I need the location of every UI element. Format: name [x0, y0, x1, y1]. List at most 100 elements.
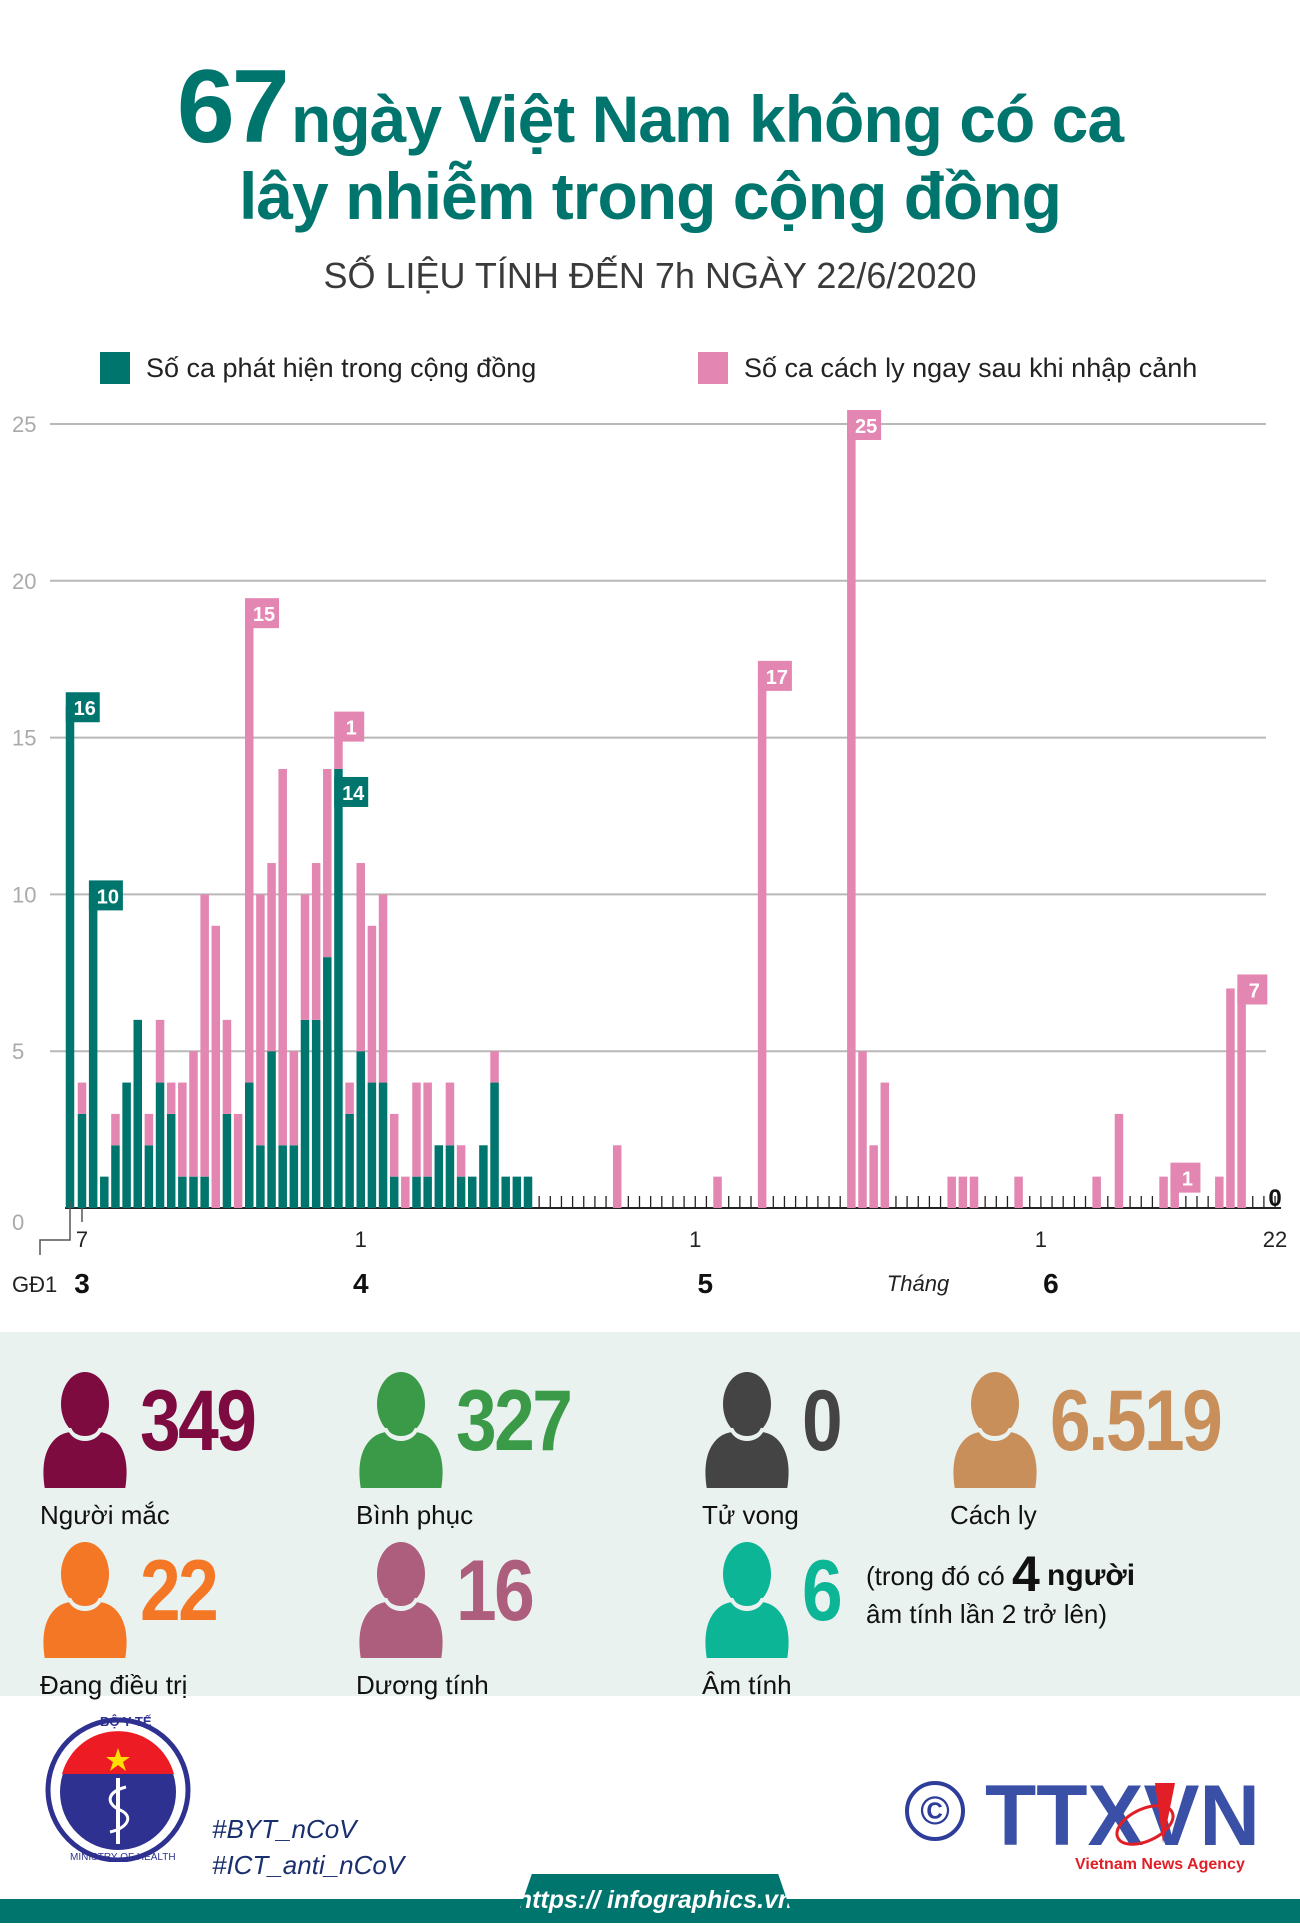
bar-community — [166, 1113, 176, 1208]
note-prefix: (trong đó có — [866, 1561, 1005, 1591]
person-icon — [40, 1542, 130, 1662]
x-month-label: 3 — [74, 1268, 90, 1299]
bar-quarantine — [222, 1019, 232, 1114]
bar-quarantine — [713, 1176, 722, 1208]
negative-note: (trong đó có 4 người âm tính lần 2 trở l… — [866, 1549, 1135, 1633]
bar-quarantine — [757, 674, 767, 1208]
bar-community — [189, 1176, 198, 1208]
bar-quarantine — [77, 1082, 87, 1114]
bar-community — [490, 1082, 499, 1208]
bar-quarantine — [1237, 988, 1246, 1208]
page-title-line1: 67 ngày Việt Nam không có ca — [0, 48, 1300, 167]
bar-quarantine — [969, 1176, 979, 1208]
bar-community — [111, 1145, 120, 1208]
bar-community — [412, 1176, 421, 1208]
x-month-label: 6 — [1043, 1268, 1059, 1299]
legend-community: Số ca phát hiện trong cộng đồng — [100, 352, 536, 384]
bar-phase1 — [65, 706, 75, 1208]
stat-label: Tử vong — [702, 1500, 799, 1530]
y-tick-label: 15 — [12, 726, 36, 751]
y-tick-label: 20 — [12, 569, 36, 594]
x-axis-title: Tháng — [887, 1271, 950, 1296]
bar-quarantine — [490, 1051, 499, 1083]
bar-quarantine — [289, 1051, 299, 1146]
bar-community — [88, 894, 98, 1208]
bar-quarantine — [166, 1082, 176, 1114]
bar-quarantine — [401, 1176, 410, 1208]
bar-community — [311, 1019, 321, 1208]
stat-label: Dương tính — [356, 1670, 489, 1700]
bar-community — [389, 1176, 399, 1208]
bar-community — [222, 1113, 232, 1208]
value-label: 7 — [1249, 980, 1260, 1002]
y-tick-label: 0 — [12, 1210, 24, 1235]
bar-quarantine — [1226, 988, 1235, 1208]
value-label: 15 — [253, 604, 275, 626]
bar-quarantine — [389, 1113, 399, 1177]
bar-community — [334, 768, 343, 1208]
bar-quarantine — [378, 894, 388, 1083]
bar-quarantine — [356, 863, 365, 1052]
title-number: 67 — [176, 49, 290, 165]
value-label: 25 — [855, 416, 877, 438]
bar-quarantine — [1014, 1176, 1023, 1208]
bar-community — [100, 1176, 109, 1208]
bar-quarantine — [323, 768, 332, 958]
bar-quarantine — [367, 925, 377, 1083]
bar-community — [323, 957, 332, 1208]
bar-community — [245, 1082, 254, 1208]
bar-community — [133, 1019, 142, 1208]
bar-quarantine — [958, 1176, 968, 1208]
legend-quarantine: Số ca cách ly ngay sau khi nhập cảnh — [698, 352, 1197, 384]
x-day-label: 1 — [355, 1227, 367, 1252]
bar-quarantine — [300, 894, 310, 1020]
value-label: 14 — [342, 783, 365, 805]
bar-quarantine — [278, 768, 287, 1146]
person-icon — [356, 1372, 446, 1492]
stat-label: Người mắc — [40, 1500, 170, 1530]
legend-label-community: Số ca phát hiện trong cộng đồng — [146, 352, 537, 383]
legend-label-quarantine: Số ca cách ly ngay sau khi nhập cảnh — [744, 352, 1198, 383]
stat-label: Âm tính — [702, 1670, 792, 1700]
value-label-box — [245, 598, 279, 629]
svg-text:MINISTRY OF HEALTH: MINISTRY OF HEALTH — [70, 1852, 176, 1862]
bar-quarantine — [445, 1082, 455, 1146]
value-label-box — [334, 776, 369, 807]
title-text: ngày Việt Nam không có ca — [291, 82, 1124, 156]
value-label: 16 — [74, 698, 96, 720]
bar-quarantine — [1114, 1113, 1124, 1208]
bar-community — [479, 1145, 488, 1208]
bar-community — [300, 1019, 310, 1208]
bar-quarantine — [456, 1145, 466, 1177]
x-day-label: 1 — [689, 1227, 701, 1252]
bar-quarantine — [1215, 1176, 1224, 1208]
bar-quarantine — [345, 1082, 354, 1114]
bar-community — [155, 1082, 165, 1208]
bar-quarantine — [1159, 1176, 1168, 1208]
value-label: 1 — [1182, 1169, 1193, 1191]
bar-community — [200, 1176, 209, 1208]
bar-quarantine — [847, 424, 856, 1208]
bar-quarantine — [211, 925, 221, 1208]
y-tick-label: 10 — [12, 882, 36, 907]
value-label: 17 — [766, 667, 788, 689]
bar-quarantine — [233, 1113, 243, 1208]
bar-community — [122, 1082, 131, 1208]
bar-community — [144, 1145, 154, 1208]
bar-community — [468, 1176, 477, 1208]
hashtag-ict[interactable]: #ICT_anti_nCoV — [212, 1850, 405, 1880]
website-link[interactable]: https:// infographics.vn — [515, 1874, 795, 1923]
bar-quarantine — [111, 1113, 120, 1146]
stat-label: Cách ly — [950, 1500, 1037, 1530]
bar-community — [367, 1082, 377, 1208]
bar-quarantine — [267, 863, 276, 1052]
bar-quarantine — [947, 1176, 956, 1208]
stat-label: Đang điều trị — [40, 1670, 188, 1700]
bar-quarantine — [880, 1082, 890, 1208]
bar-community — [501, 1176, 510, 1208]
note-line2: âm tính lần 2 trở lên) — [866, 1599, 1108, 1629]
ministry-of-health-logo: BỘ Y TẾ MINISTRY OF HEALTH — [45, 1714, 191, 1862]
bar-quarantine — [412, 1082, 421, 1177]
hashtag-byt[interactable]: #BYT_nCoV — [212, 1814, 357, 1844]
